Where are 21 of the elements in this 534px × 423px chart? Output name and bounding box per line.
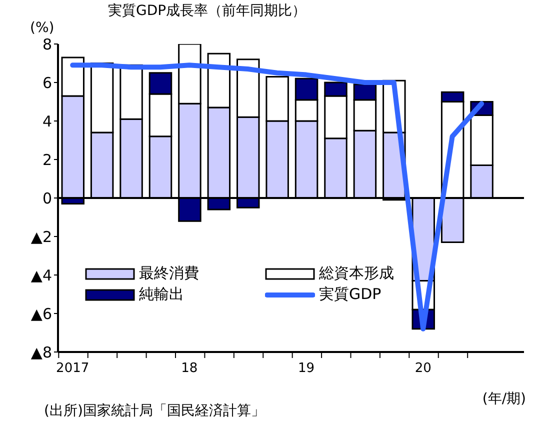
x-axis-title: (年/期) <box>482 390 526 408</box>
y-tick-label: ▲8 <box>30 343 52 362</box>
x-tick-label: 19 <box>298 361 315 376</box>
y-tick-label: 6 <box>42 74 52 92</box>
y-tick-label: ▲4 <box>30 266 52 284</box>
y-tick-label: ▲6 <box>30 304 52 323</box>
x-tick-label: 20 <box>414 361 432 376</box>
legend-label: 総資本形成 <box>319 264 394 283</box>
x-tick-label: 2017 <box>56 361 90 376</box>
legend-label: 純輸出 <box>139 285 184 304</box>
chart-title: 実質GDP成長率（前年同期比） <box>108 2 306 20</box>
text: (出所)国家統計局「国民経済計算」 <box>44 402 265 420</box>
legend-label: 実質GDP <box>319 285 382 304</box>
y-tick-label: 4 <box>42 112 52 130</box>
y-tick-label: ▲2 <box>30 228 52 246</box>
y-tick-label: 8 <box>42 35 52 54</box>
y-axis-title: (%) <box>30 20 54 36</box>
y-tick-label: 2 <box>42 150 52 169</box>
y-tick-label: 0 <box>42 189 52 208</box>
legend-label: 最終消費 <box>139 264 199 283</box>
x-tick-label: 18 <box>181 361 198 376</box>
